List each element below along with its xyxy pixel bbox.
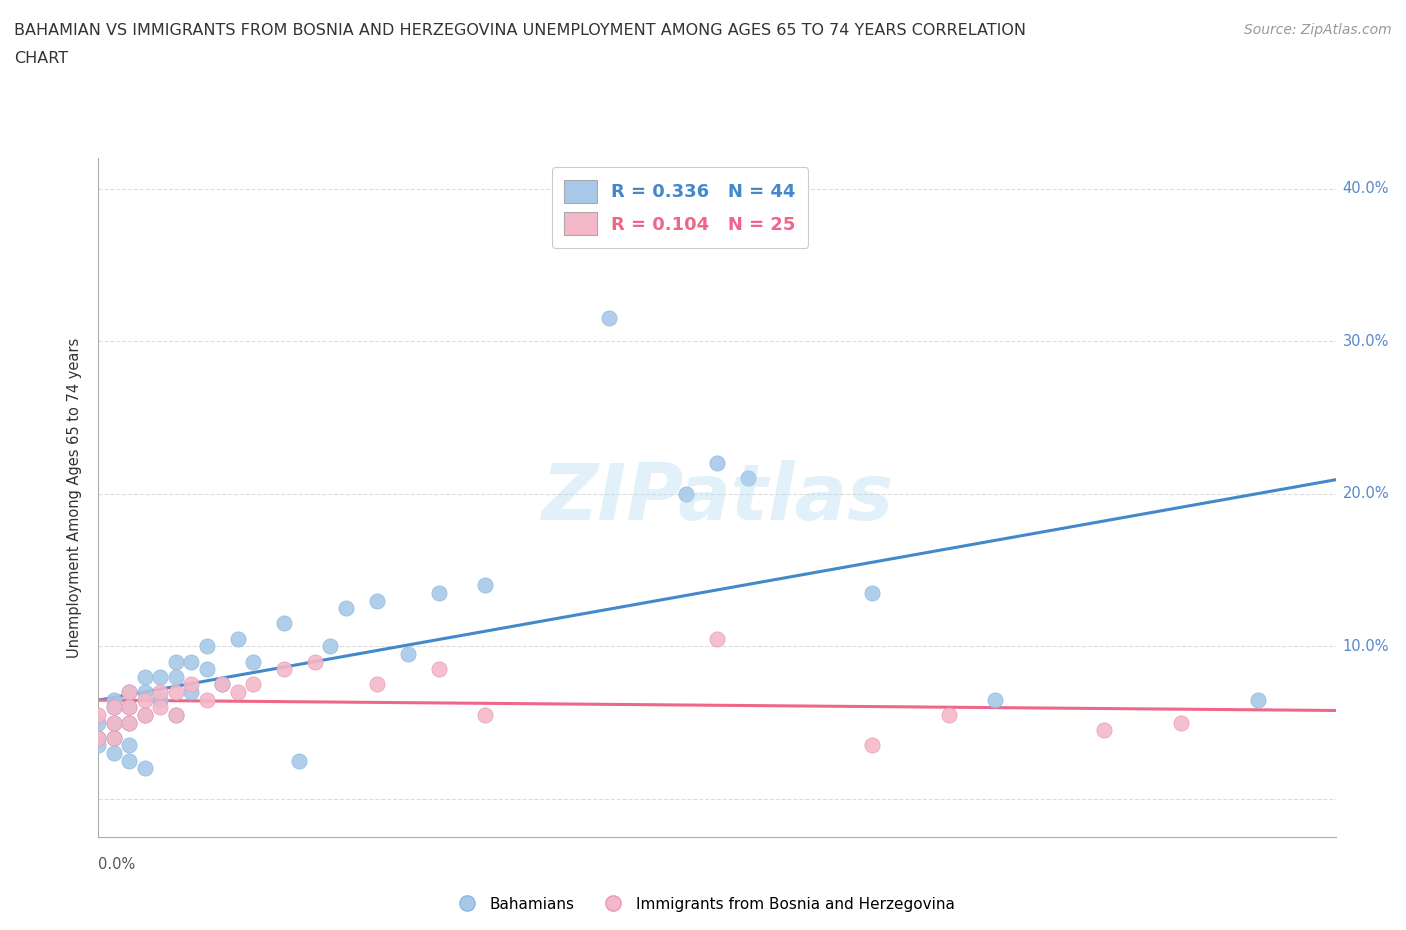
Point [118,753,141,768]
Point [598,311,620,325]
Point [118,700,141,715]
Point [396,646,419,661]
Point [304,654,326,669]
Point [860,738,883,753]
Point [165,708,187,723]
Point [938,708,960,723]
Point [1247,692,1270,707]
Point [427,586,450,601]
Point [103,715,125,730]
Point [366,677,388,692]
Point [273,616,295,631]
Point [134,708,156,723]
Y-axis label: Unemployment Among Ages 65 to 74 years: Unemployment Among Ages 65 to 74 years [67,338,83,658]
Point [118,715,141,730]
Point [118,684,141,699]
Text: ZIPatlas: ZIPatlas [541,459,893,536]
Point [195,662,218,677]
Point [319,639,342,654]
Point [706,631,728,646]
Point [366,593,388,608]
Point [149,692,172,707]
Text: 30.0%: 30.0% [1343,334,1389,349]
Point [103,700,125,715]
Point [180,654,202,669]
Point [149,684,172,699]
Point [474,578,496,592]
Legend: R = 0.336   N = 44, R = 0.104   N = 25: R = 0.336 N = 44, R = 0.104 N = 25 [551,167,808,247]
Point [195,639,218,654]
Point [675,486,697,501]
Point [288,753,311,768]
Point [149,700,172,715]
Point [226,684,249,699]
Point [87,738,110,753]
Point [165,670,187,684]
Point [180,684,202,699]
Text: 0.0%: 0.0% [98,857,135,872]
Text: Source: ZipAtlas.com: Source: ZipAtlas.com [1244,23,1392,37]
Point [860,586,883,601]
Point [180,677,202,692]
Point [103,730,125,745]
Point [226,631,249,646]
Point [118,700,141,715]
Point [149,670,172,684]
Point [165,708,187,723]
Point [118,684,141,699]
Point [103,730,125,745]
Text: CHART: CHART [14,51,67,66]
Point [195,692,218,707]
Point [211,677,233,692]
Point [134,708,156,723]
Point [103,692,125,707]
Point [134,670,156,684]
Point [706,456,728,471]
Point [1092,723,1115,737]
Point [984,692,1007,707]
Point [737,471,759,485]
Point [87,708,110,723]
Text: BAHAMIAN VS IMMIGRANTS FROM BOSNIA AND HERZEGOVINA UNEMPLOYMENT AMONG AGES 65 TO: BAHAMIAN VS IMMIGRANTS FROM BOSNIA AND H… [14,23,1026,38]
Point [134,761,156,776]
Point [242,654,264,669]
Point [134,692,156,707]
Point [103,746,125,761]
Point [87,730,110,745]
Point [118,715,141,730]
Legend: Bahamians, Immigrants from Bosnia and Herzegovina: Bahamians, Immigrants from Bosnia and He… [446,891,960,918]
Point [474,708,496,723]
Point [87,730,110,745]
Point [273,662,295,677]
Point [1170,715,1192,730]
Text: 40.0%: 40.0% [1343,181,1389,196]
Point [134,684,156,699]
Point [87,715,110,730]
Text: 10.0%: 10.0% [1343,639,1389,654]
Point [118,738,141,753]
Text: 20.0%: 20.0% [1343,486,1389,501]
Point [335,601,357,616]
Point [211,677,233,692]
Point [103,700,125,715]
Point [165,654,187,669]
Point [103,715,125,730]
Point [242,677,264,692]
Point [427,662,450,677]
Point [165,684,187,699]
